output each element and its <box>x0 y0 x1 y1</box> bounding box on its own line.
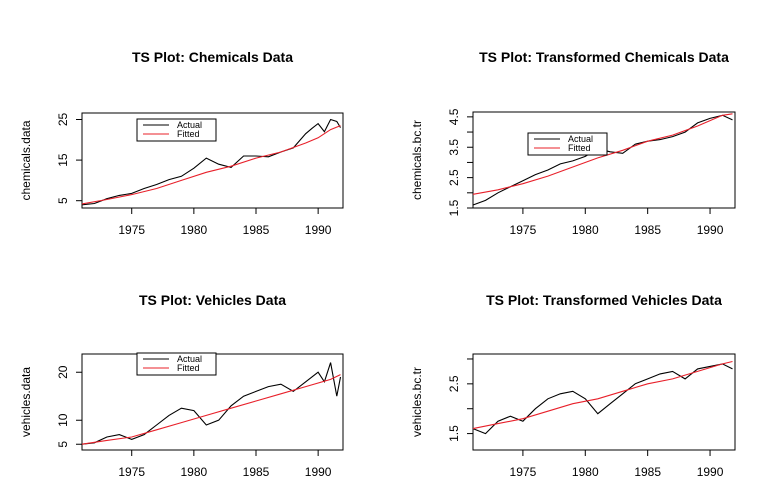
chart-panel-4: TS Plot: Transformed Vehicles Data 1975 19… <box>410 292 736 479</box>
chart-panel-3: TS Plot: Vehicles Data 1975 1980 1985 1990 5 1… <box>19 292 344 479</box>
x-tick-label: 1985 <box>634 465 661 479</box>
x-tick-label: 1980 <box>181 223 208 237</box>
y-tick-label: 10 <box>56 413 70 427</box>
y-tick-label: 25 <box>56 113 70 127</box>
series-line-actual <box>472 114 733 206</box>
chart-title: TS Plot: Vehicles Data <box>139 292 286 308</box>
y-tick-label: 2.5 <box>447 375 461 392</box>
legend-label: Actual <box>177 120 202 130</box>
chart-title: TS Plot: Chemicals Data <box>132 49 293 65</box>
x-tick-label: 1980 <box>572 465 599 479</box>
x-tick-label: 1990 <box>305 223 332 237</box>
y-axis-label: vehicles.data <box>19 367 33 437</box>
x-tick-label: 1980 <box>181 465 208 479</box>
x-tick-label: 1980 <box>572 223 599 237</box>
y-tick-label: 3.5 <box>447 139 461 156</box>
x-tick-label: 1990 <box>697 465 724 479</box>
series-line-fitted <box>81 374 341 445</box>
x-tick-label: 1975 <box>510 223 537 237</box>
series-line-actual <box>472 363 733 435</box>
y-tick-label: 5 <box>56 197 70 204</box>
series-line-actual <box>81 362 342 445</box>
y-tick-label: 2.5 <box>447 169 461 186</box>
x-tick-label: 1975 <box>510 465 537 479</box>
legend-label: Fitted <box>177 129 200 139</box>
x-tick-label: 1975 <box>118 223 145 237</box>
chart-panel-1: TS Plot: Chemicals Data 1975 1980 1985 1990 5… <box>19 49 344 237</box>
chart-title: TS Plot: Transformed Chemicals Data <box>479 49 729 65</box>
chart-title: TS Plot: Transformed Vehicles Data <box>486 292 722 308</box>
legend-label: Actual <box>568 134 593 144</box>
x-tick-label: 1985 <box>243 465 270 479</box>
x-tick-label: 1975 <box>118 465 145 479</box>
legend-label: Fitted <box>177 363 200 373</box>
y-axis-label: vehicles.bc.tr <box>410 367 424 437</box>
legend-label: Fitted <box>568 143 591 153</box>
series-line-fitted <box>472 360 733 430</box>
series-line-fitted <box>81 125 341 205</box>
y-tick-label: 20 <box>56 365 70 379</box>
x-tick-label: 1990 <box>305 465 332 479</box>
y-axis-label: chemicals.bc.tr <box>410 120 424 200</box>
series-line-fitted <box>472 113 733 195</box>
y-tick-label: 1.5 <box>447 425 461 442</box>
series-line-actual <box>81 118 341 206</box>
legend-label: Actual <box>177 354 202 364</box>
chart-panel-2: TS Plot: Transformed Chemicals Data 1975 1… <box>410 49 736 237</box>
y-axis-label: chemicals.data <box>19 120 33 200</box>
y-tick-label: 1.5 <box>447 199 461 216</box>
x-tick-label: 1985 <box>634 223 661 237</box>
y-tick-label: 5 <box>56 441 70 448</box>
y-tick-label: 4.5 <box>447 108 461 125</box>
x-tick-label: 1985 <box>243 223 270 237</box>
plot-frame <box>472 353 736 451</box>
y-tick-label: 15 <box>56 153 70 167</box>
x-tick-label: 1990 <box>697 223 724 237</box>
